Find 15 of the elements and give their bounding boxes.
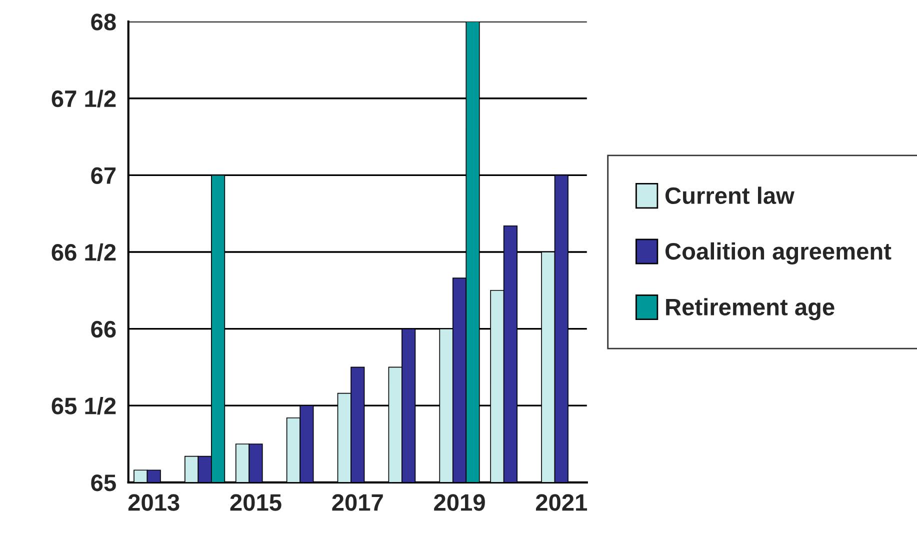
legend-label: Coalition agreement [665, 242, 892, 264]
y-tick-label: 65 1/2 [52, 397, 116, 415]
x-tick-label: 2019 [434, 494, 485, 511]
legend-label: Retirement age [666, 298, 834, 320]
x-tick-label: 2021 [536, 494, 588, 511]
y-tick-label: 66 [91, 320, 116, 338]
legend-label: Current law [665, 186, 794, 204]
y-tick-label: 68 [91, 14, 116, 30]
y-tick-label: 67 1/2 [52, 90, 116, 108]
x-tick-label: 2017 [332, 494, 383, 511]
y-tick-label: 65 [91, 474, 116, 492]
y-tick-label: 67 [91, 167, 116, 184]
x-tick-label: 2013 [128, 494, 180, 511]
y-tick-label: 66 1/2 [52, 243, 116, 262]
x-tick-label: 2015 [230, 494, 282, 511]
